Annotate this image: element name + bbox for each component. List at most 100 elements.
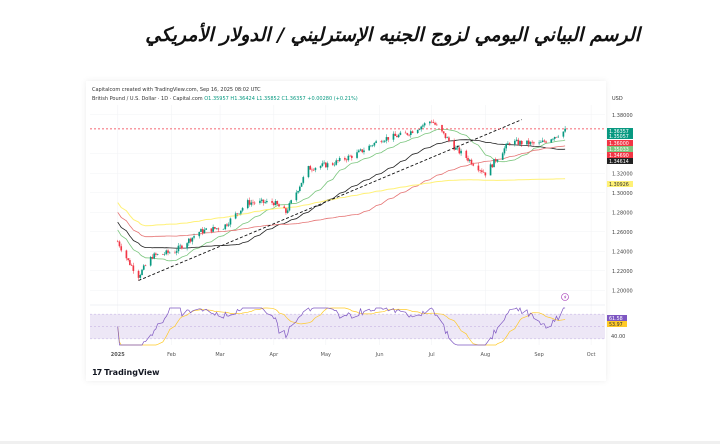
candle-body <box>347 155 350 161</box>
candle-body <box>319 165 322 168</box>
candle-body <box>505 143 507 149</box>
candle-body <box>550 139 553 143</box>
candle-body <box>356 152 358 158</box>
candle-body <box>241 208 244 211</box>
candle-body <box>371 145 374 147</box>
price-label-text: 1.35033 <box>609 147 629 153</box>
candle-body <box>553 136 556 139</box>
candle-body <box>404 132 407 134</box>
candle-body <box>416 129 419 134</box>
candle-body <box>465 150 468 158</box>
lightning-icon <box>561 293 569 301</box>
candle-body <box>422 125 424 127</box>
candle-body <box>338 158 341 161</box>
x-tick-label: Aug <box>480 352 490 358</box>
candle-body <box>229 218 232 225</box>
candle-body <box>335 160 338 165</box>
candle-body <box>392 133 395 140</box>
candle-body <box>470 159 473 165</box>
candle-body <box>285 208 287 213</box>
candle-body <box>153 253 155 259</box>
candle-body <box>149 256 152 266</box>
candle-body <box>484 172 487 176</box>
price-label-box <box>607 133 633 139</box>
candle-body <box>453 140 455 150</box>
y-tick-label: 1.32000 <box>612 171 633 177</box>
candle-body <box>531 141 534 143</box>
price-label-text: 1.36000 <box>609 141 629 147</box>
candle-body <box>409 131 412 136</box>
candle-body <box>482 171 485 173</box>
price-label-text: 1.35057 <box>609 134 629 140</box>
candle-body <box>373 142 376 146</box>
candle-body <box>260 199 263 201</box>
candle-body <box>375 141 377 143</box>
candle-body <box>179 245 182 247</box>
candle-body <box>181 245 183 249</box>
candle-body <box>564 128 566 132</box>
candle-body <box>307 166 310 178</box>
candle-body <box>127 258 129 261</box>
candle-body <box>142 265 145 270</box>
candle-body <box>368 145 371 151</box>
currency-label: USD <box>612 96 623 102</box>
moving-average-ma_mid <box>117 139 566 249</box>
candle-body <box>323 162 325 164</box>
candle-body <box>222 229 225 230</box>
candle-body <box>385 137 388 141</box>
candle-body <box>278 204 280 207</box>
candle-body <box>493 159 495 168</box>
candle-body <box>430 121 433 123</box>
candle-body <box>161 254 164 255</box>
candle-body <box>189 238 192 242</box>
candle-body <box>363 150 365 153</box>
candle-body <box>252 202 254 204</box>
candle-body <box>120 246 123 251</box>
candle-body <box>253 202 256 204</box>
rsi-value-text: 53.97 <box>609 322 623 328</box>
candle-body <box>491 164 494 168</box>
moving-average-ma_long <box>117 178 566 227</box>
candle-body <box>156 254 159 255</box>
candle-body <box>434 122 436 125</box>
price-label-text: 1.34614 <box>609 159 629 165</box>
candle-body <box>137 270 140 278</box>
candle-body <box>508 143 511 145</box>
candle-body <box>212 227 214 232</box>
candle-body <box>118 241 121 247</box>
candle-body <box>201 229 204 234</box>
candle-body <box>250 202 253 205</box>
candle-body <box>408 134 410 136</box>
candle-body <box>266 201 268 203</box>
candle-body <box>288 203 291 211</box>
candle-body <box>357 150 360 153</box>
page-divider <box>0 441 720 444</box>
candle-body <box>503 148 506 154</box>
candle-body <box>527 140 530 145</box>
candle-body <box>174 252 176 254</box>
rsi-line <box>117 307 566 346</box>
candle-body <box>205 228 208 230</box>
candle-body <box>540 142 542 143</box>
candle-body <box>399 132 402 135</box>
candle-body <box>406 133 409 135</box>
candle-body <box>418 129 421 130</box>
candle-body <box>397 134 400 138</box>
y-tick-label: 1.24000 <box>612 249 633 255</box>
candle-body <box>321 163 324 166</box>
candle-body <box>214 227 216 229</box>
candle-body <box>387 137 390 140</box>
y-tick-label: 1.20000 <box>612 288 633 294</box>
candle-body <box>326 163 329 168</box>
candle-body <box>191 237 194 242</box>
candle-body <box>541 140 544 143</box>
candle-body <box>188 238 190 244</box>
candle-body <box>361 149 364 153</box>
candle-body <box>324 162 327 168</box>
candle-body <box>215 228 218 229</box>
legend-symbol: British Pound / U.S. Dollar · 1D · Capit… <box>92 96 203 102</box>
candle-body <box>227 224 230 226</box>
candle-body <box>477 165 480 171</box>
legend-ohlc: O1.35957 H1.36424 L1.35852 C1.36357 +0.0… <box>204 96 358 102</box>
